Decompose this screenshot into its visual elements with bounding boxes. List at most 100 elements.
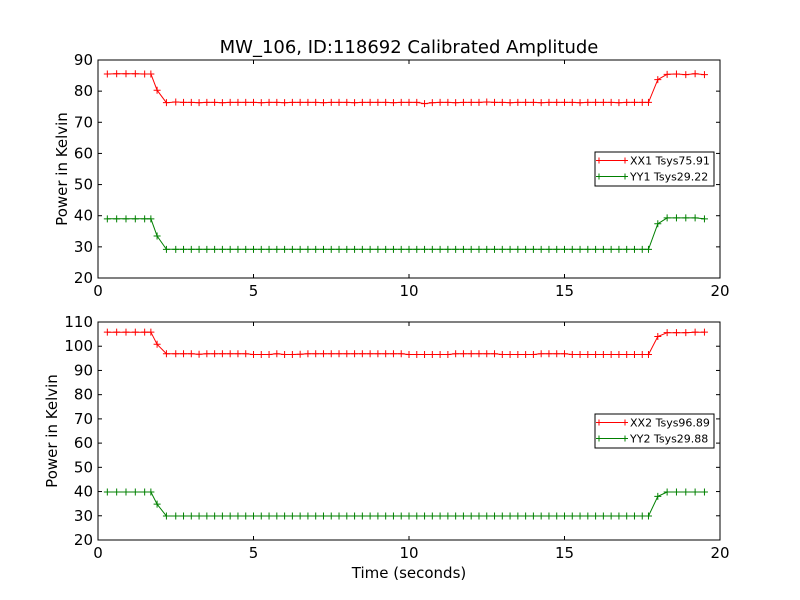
data-point: [672, 329, 680, 337]
data-point: [592, 98, 600, 106]
data-point: [537, 245, 545, 253]
data-point: [226, 98, 234, 106]
data-point: [615, 512, 623, 520]
data-point: [122, 215, 130, 223]
data-point: [405, 98, 413, 106]
data-point: [257, 99, 265, 107]
data-point: [630, 98, 638, 106]
data-point: [281, 245, 289, 253]
data-point: [250, 512, 257, 520]
data-point: [162, 99, 170, 107]
data-point: [187, 512, 195, 520]
data-point: [522, 350, 530, 358]
data-point: [654, 492, 662, 500]
data-point: [413, 245, 421, 253]
data-point: [250, 98, 257, 106]
y-tick-label: 40: [74, 207, 93, 225]
data-point: [553, 245, 561, 253]
data-point: [428, 512, 436, 520]
data-point: [467, 512, 475, 520]
data-point: [584, 245, 592, 253]
data-point: [187, 245, 195, 253]
data-point: [672, 214, 680, 222]
data-point: [561, 98, 568, 106]
x-tick-label: 15: [555, 544, 574, 562]
data-point: [327, 245, 335, 253]
data-point: [537, 512, 545, 520]
data-point: [630, 245, 638, 253]
data-point: [545, 245, 553, 253]
data-point: [234, 245, 242, 253]
data-point: [700, 488, 708, 496]
data-point: [483, 245, 491, 253]
data-point: [288, 512, 296, 520]
data-point: [663, 329, 671, 337]
data-point: [522, 245, 530, 253]
data-point: [131, 70, 139, 78]
data-point: [413, 350, 421, 358]
data-point: [351, 512, 359, 520]
data-point: [374, 98, 382, 106]
data-point: [257, 245, 265, 253]
data-point: [153, 500, 161, 508]
data-point: [122, 488, 130, 496]
data-point: [576, 245, 584, 253]
data-point: [153, 340, 161, 348]
data-point: [242, 245, 250, 253]
data-point: [529, 245, 537, 253]
data-point: [180, 245, 188, 253]
data-point: [319, 512, 327, 520]
data-point: [506, 512, 514, 520]
data-point: [343, 98, 351, 106]
data-point: [147, 215, 155, 223]
data-point: [663, 70, 671, 78]
data-point: [226, 245, 234, 253]
y-tick-label: 70: [74, 410, 93, 428]
data-point: [638, 512, 646, 520]
data-point: [405, 245, 413, 253]
legend-label-2: YY1 Tsys29.22: [629, 171, 708, 184]
data-point: [421, 100, 429, 108]
y-tick-label: 40: [74, 483, 93, 501]
data-point: [615, 99, 623, 107]
legend-label-1: XX1 Tsys75.91: [630, 155, 710, 168]
data-point: [584, 512, 592, 520]
x-tick-label: 20: [710, 544, 729, 562]
data-point: [522, 98, 530, 106]
data-point: [537, 350, 545, 358]
data-point: [623, 245, 631, 253]
data-point: [514, 350, 522, 358]
data-point: [623, 98, 631, 106]
y-tick-label: 80: [74, 82, 93, 100]
data-point: [122, 328, 130, 336]
data-point: [351, 245, 359, 253]
data-point: [444, 98, 452, 106]
data-point: [576, 350, 584, 358]
data-point: [452, 512, 460, 520]
data-point: [514, 98, 522, 106]
data-point: [234, 512, 242, 520]
series-markers-1: [103, 70, 708, 108]
legend: XX1 Tsys75.91 YY1 Tsys29.22: [594, 151, 715, 187]
data-point: [234, 350, 242, 358]
series-line-1: [107, 73, 705, 105]
data-point: [483, 98, 491, 106]
legend-box: [594, 413, 715, 449]
data-point: [498, 245, 506, 253]
data-point: [304, 512, 312, 520]
data-point: [506, 99, 514, 107]
data-point: [452, 350, 460, 358]
data-point: [428, 350, 436, 358]
data-point: [654, 76, 662, 84]
data-point: [304, 350, 312, 358]
data-point: [226, 512, 234, 520]
data-point: [389, 245, 397, 253]
data-point: [242, 98, 250, 106]
data-point: [211, 98, 219, 106]
data-point: [459, 350, 467, 358]
data-point: [147, 488, 155, 496]
data-point: [296, 512, 304, 520]
data-point: [498, 98, 506, 106]
data-point: [304, 98, 312, 106]
